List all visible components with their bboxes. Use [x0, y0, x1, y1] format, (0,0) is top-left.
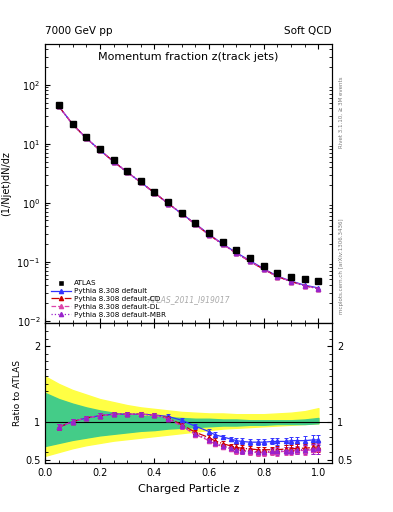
X-axis label: Charged Particle z: Charged Particle z [138, 484, 239, 494]
Y-axis label: Ratio to ATLAS: Ratio to ATLAS [13, 360, 22, 426]
Text: Soft QCD: Soft QCD [285, 26, 332, 36]
Text: Momentum fraction z(track jets): Momentum fraction z(track jets) [99, 52, 279, 62]
Text: 7000 GeV pp: 7000 GeV pp [45, 26, 113, 36]
Text: mcplots.cern.ch [arXiv:1306.3436]: mcplots.cern.ch [arXiv:1306.3436] [339, 219, 344, 314]
Text: Rivet 3.1.10, ≥ 3M events: Rivet 3.1.10, ≥ 3M events [339, 77, 344, 148]
Text: ATLAS_2011_I919017: ATLAS_2011_I919017 [147, 295, 230, 304]
Legend: ATLAS, Pythia 8.308 default, Pythia 8.308 default-CD, Pythia 8.308 default-DL, P: ATLAS, Pythia 8.308 default, Pythia 8.30… [49, 278, 168, 320]
Y-axis label: (1/Njet)dN/dz: (1/Njet)dN/dz [1, 151, 11, 216]
